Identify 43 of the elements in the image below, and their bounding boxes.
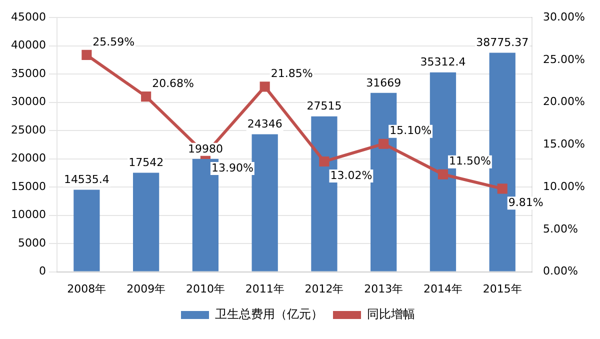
y-tick-label: 30000 (10, 95, 46, 108)
data-label: 27515 (306, 100, 342, 113)
data-label: 19980 (188, 142, 223, 156)
data-label: 24346 (247, 118, 282, 131)
data-label: 25.59% (92, 35, 135, 48)
y2-tick-label: 15.00% (543, 138, 586, 151)
y-tick-label: 5000 (18, 236, 46, 250)
data-label: 38775.37 (476, 36, 529, 50)
x-tick-label: 2012年 (304, 282, 344, 296)
x-tick-label: 2014年 (423, 282, 462, 296)
data-label: 13.90% (211, 161, 254, 174)
data-label: 17542 (128, 156, 164, 170)
y2-tick-label: 30.00% (543, 10, 586, 24)
y-tick-label: 25000 (10, 123, 46, 136)
data-label: 31669 (366, 76, 402, 90)
y-tick-label: 35000 (10, 66, 46, 80)
data-label: 20.68% (152, 76, 194, 90)
x-tick-label: 2009年 (126, 282, 166, 296)
x-tick-label: 2011年 (245, 282, 284, 296)
y-tick-label: 10000 (10, 208, 46, 222)
y2-tick-label: 20.00% (543, 95, 586, 108)
data-label: 11.50% (448, 154, 491, 168)
data-label: 15.10% (390, 124, 432, 138)
x-tick-label: 2015年 (482, 282, 522, 296)
x-tick-label: 2010年 (186, 282, 225, 296)
y-tick-label: 15000 (10, 180, 46, 193)
data-label: 21.85% (270, 67, 313, 80)
data-label: 9.81% (508, 196, 544, 210)
y2-tick-label: 10.00% (543, 180, 586, 193)
y2-tick-label: 5.00% (543, 222, 578, 236)
y2-tick-label: 25.00% (543, 52, 586, 66)
y2-tick-label: 0.00% (543, 264, 578, 278)
y-tick-label: 20000 (10, 152, 46, 165)
y-tick-label: 45000 (10, 10, 46, 24)
data-label: 14535.4 (64, 173, 110, 186)
data-label: 13.02% (330, 168, 372, 182)
y-tick-label: 0 (38, 264, 46, 278)
legend-label: 卫生总费用（亿元） (215, 307, 323, 322)
data-label: 35312.4 (420, 56, 466, 69)
x-tick-label: 2013年 (364, 282, 404, 296)
x-tick-label: 2008年 (67, 282, 106, 296)
y-tick-label: 40000 (10, 38, 46, 52)
legend-label: 同比增幅 (367, 307, 415, 322)
